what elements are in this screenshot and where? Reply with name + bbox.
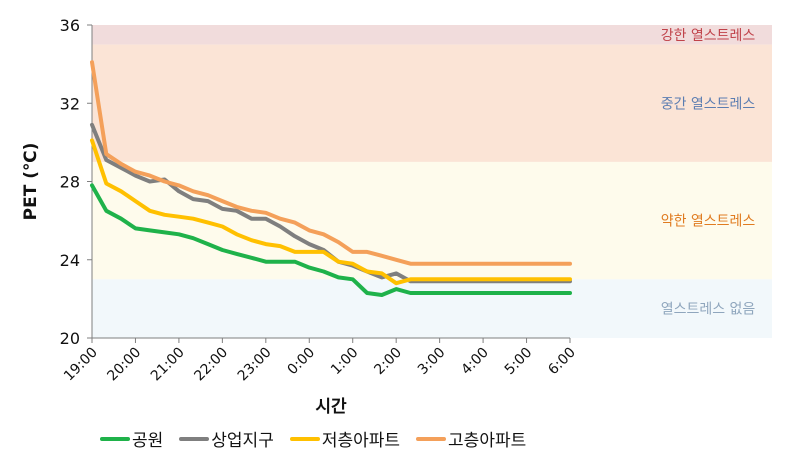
x-tick-label-10: 5:00 <box>502 345 536 379</box>
y-tick-label-1: 24 <box>60 251 80 270</box>
zone-band-3 <box>92 279 772 338</box>
series-line-2 <box>90 138 572 286</box>
y-tick-label-4: 36 <box>60 16 80 35</box>
zone-label-1: 중간 열스트레스 <box>661 96 756 112</box>
y-tick-label-3: 32 <box>60 94 80 113</box>
legend-item-commercial: 상업지구 <box>179 426 274 451</box>
y-tick-label-2: 28 <box>60 173 80 192</box>
x-axis-title: 시간 <box>315 397 347 417</box>
series-line-3 <box>90 60 572 266</box>
legend-label-highrise: 고층아파트 <box>448 431 527 451</box>
x-tick-label-9: 4:00 <box>458 345 492 379</box>
x-tick-label-2: 21:00 <box>148 345 188 385</box>
x-tick-label-3: 22:00 <box>191 345 231 385</box>
x-tick-label-4: 23:00 <box>235 345 275 385</box>
legend-swatch-lowrise <box>289 436 320 441</box>
legend-item-lowrise: 저층아파트 <box>289 426 401 451</box>
zone-label-3: 열스트레스 없음 <box>661 302 756 318</box>
x-tick-label-5: 0:00 <box>285 345 319 379</box>
y-axis-title: PET (℃) <box>21 143 41 221</box>
series-line-0 <box>90 183 572 297</box>
zone-band-1 <box>92 44 772 162</box>
x-tick-label-7: 2:00 <box>371 345 405 379</box>
y-tick-label-0: 20 <box>60 329 80 348</box>
legend-label-commercial: 상업지구 <box>211 431 274 451</box>
legend-swatch-commercial <box>179 436 210 441</box>
zone-band-0 <box>92 25 772 45</box>
legend-item-highrise: 고층아파트 <box>416 426 526 451</box>
legend-item-park: 공원 <box>100 426 163 451</box>
x-tick-label-0: 19:00 <box>61 345 101 385</box>
legend-label-lowrise: 저층아파트 <box>321 431 401 451</box>
x-tick-label-1: 20:00 <box>104 345 144 385</box>
legend-label-park: 공원 <box>132 431 164 451</box>
x-tick-label-11: 6:00 <box>545 345 579 379</box>
zone-label-0: 강한 열스트레스 <box>661 28 756 44</box>
zone-label-2: 약한 열스트레스 <box>661 214 756 230</box>
legend-swatch-highrise <box>416 436 447 441</box>
x-tick-label-6: 1:00 <box>328 345 362 379</box>
legend: 공원 상업지구 저층아파트 고층아파트 <box>100 426 542 451</box>
legend-swatch-park <box>100 436 130 441</box>
x-tick-label-8: 3:00 <box>415 345 449 379</box>
